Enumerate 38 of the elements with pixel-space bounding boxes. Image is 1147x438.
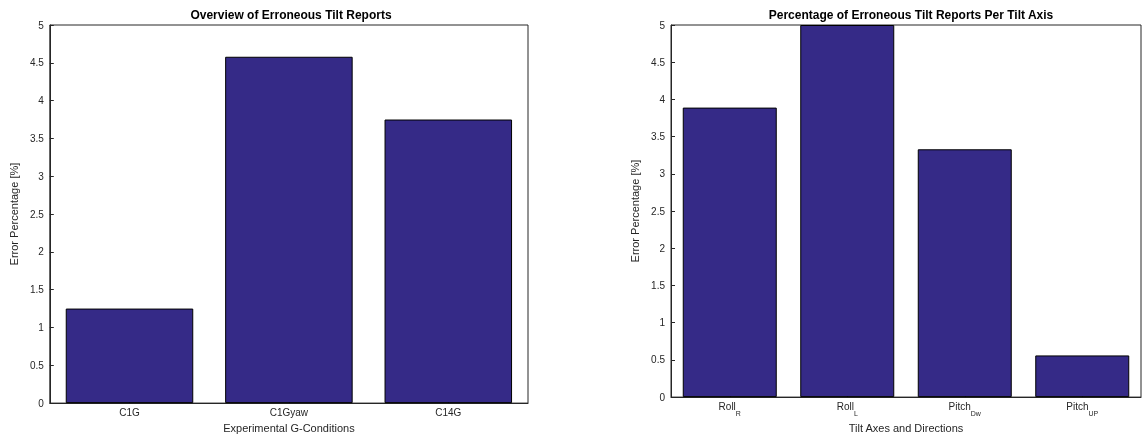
- x-tick-label: C14G: [435, 406, 462, 418]
- bar: [800, 25, 895, 398]
- y-tick-label: 5: [38, 19, 45, 31]
- x-tick-label: C1G: [119, 406, 140, 418]
- y-tick-label: 1.5: [651, 279, 666, 291]
- y-axis-title: Error Percentage [%]: [7, 162, 20, 266]
- y-tick-label: 2.5: [29, 208, 45, 220]
- bar: [65, 308, 194, 404]
- y-tick-label: 3.5: [651, 131, 666, 143]
- y-tick-label: 3.5: [29, 132, 45, 144]
- bar: [225, 56, 353, 404]
- chart-title: Overview of Erroneous Tilt Reports: [190, 8, 392, 22]
- y-axis-title: Error Percentage [%]: [628, 159, 641, 263]
- y-tick-label: 4: [659, 93, 666, 105]
- x-tick-label: C1Gyaw: [269, 406, 309, 418]
- x-axis-title: Experimental G-Conditions: [223, 421, 356, 434]
- y-tick-label: 0: [38, 397, 45, 409]
- y-tick-label: 3: [38, 170, 45, 182]
- bar: [384, 119, 513, 404]
- y-tick-label: 0.5: [651, 354, 666, 366]
- y-tick-label: 1.5: [29, 284, 45, 296]
- bar: [682, 107, 777, 398]
- y-tick-label: 4: [38, 95, 45, 107]
- y-tick-label: 4.5: [29, 57, 45, 69]
- y-tick-label: 5: [659, 19, 666, 31]
- chart-title: Percentage of Erroneous Tilt Reports Per Tilt Axis: [768, 8, 1054, 22]
- y-tick-label: 1: [659, 317, 666, 329]
- y-tick-label: 4.5: [651, 56, 666, 68]
- y-tick-label: 0: [659, 391, 666, 403]
- y-tick-label: 2.5: [651, 205, 666, 217]
- y-tick-label: 0.5: [29, 359, 45, 371]
- bar: [1035, 355, 1130, 398]
- x-axis-title: Tilt Axes and Directions: [848, 421, 964, 434]
- y-tick-label: 2: [659, 242, 666, 254]
- y-tick-label: 1: [38, 321, 45, 333]
- y-tick-label: 2: [38, 246, 45, 258]
- bar: [917, 149, 1012, 398]
- y-tick-label: 3: [659, 168, 666, 180]
